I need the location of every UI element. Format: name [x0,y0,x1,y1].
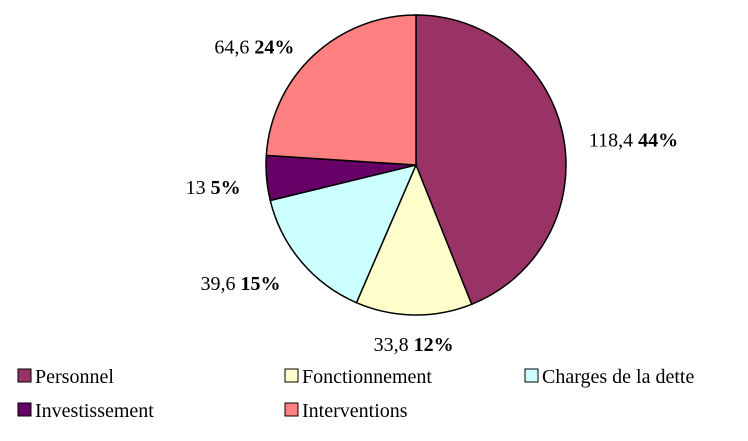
value-label: 64,6 [214,37,249,59]
value-label: 13 [186,177,206,199]
value-label: 33,8 [374,334,409,356]
legend-swatch [524,368,539,383]
value-label: 118,4 [589,130,633,152]
legend-label: Personnel [35,366,114,388]
legend-label: Fonctionnement [302,366,432,388]
legend-swatch [284,368,299,383]
legend-label: Investissement [35,400,154,422]
pie-slice [265,14,417,166]
value-label: 39,6 [201,273,236,295]
legend-swatch [284,402,299,417]
data-label: 33,8 12% [374,334,454,356]
data-label: 64,6 24% [214,37,294,59]
pie-slice [415,14,567,306]
legend-swatch [17,368,32,383]
legend-swatch [17,402,32,417]
pie-slice [355,163,473,316]
data-label: 118,4 44% [589,130,678,152]
data-label: 39,6 15% [201,273,281,295]
legend-label: Charges de la dette [542,366,694,388]
percent-label: 12% [414,334,454,356]
percent-label: 44% [638,130,678,152]
data-label: 13 5% [186,177,241,199]
percent-label: 5% [211,177,241,199]
percent-label: 15% [241,273,281,295]
pie-slice [269,163,418,304]
percent-label: 24% [254,37,294,59]
legend-label: Interventions [302,400,408,422]
